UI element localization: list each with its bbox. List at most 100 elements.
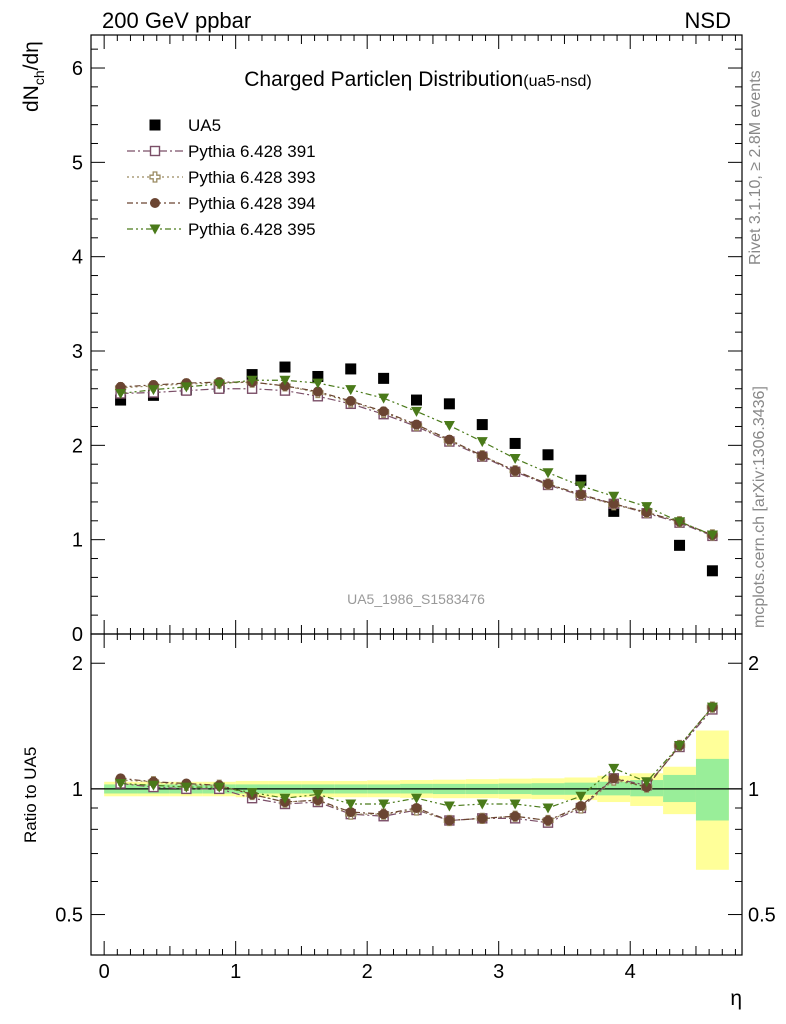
ratio-y-tick-label-right: 2 [748, 653, 759, 675]
top-data-point [476, 437, 488, 448]
top-data-point [345, 396, 356, 407]
ratio-data-point [411, 793, 422, 804]
bottom-ylabel: Ratio to UA5 [21, 747, 40, 843]
ratio-data-point [147, 780, 159, 791]
ratio-y-tick-label: 1 [72, 779, 83, 801]
ratio-data-point [706, 702, 718, 713]
top-data-point [674, 517, 686, 528]
ratio-data-point [378, 809, 389, 820]
top-series-5 [115, 375, 718, 541]
ratio-data-point [115, 779, 127, 790]
top-data-point [476, 419, 488, 431]
top-data-point [509, 454, 521, 465]
top-y-tick-label: 1 [72, 530, 83, 552]
top-data-point [543, 479, 554, 490]
top-data-point [509, 437, 521, 449]
ratio-data-point [510, 811, 521, 822]
legend-entry: Pythia 6.428 395 [127, 220, 316, 239]
top-y-tick-label: 6 [72, 58, 83, 80]
band-green-bin [695, 758, 729, 821]
ratio-y-tick-label: 0.5 [55, 905, 83, 927]
legend-label: Pythia 6.428 394 [188, 194, 316, 213]
ratio-data-point [444, 815, 455, 826]
ratio-data-point [443, 801, 455, 812]
top-data-point [443, 421, 455, 432]
chart-title: Charged Particleη Distribution(ua5-nsd) [244, 68, 591, 91]
top-data-point [345, 385, 357, 396]
chart-title-rest: Distribution [412, 68, 523, 91]
mcplots-label: mcplots.cern.ch [arXiv:1306.3436] [751, 386, 768, 628]
header-right-label: NSD [685, 8, 731, 33]
x-tick-label: 4 [625, 961, 636, 983]
legend-marker [149, 224, 161, 235]
top-data-point [443, 398, 455, 410]
rivet-label: Rivet 3.1.10, ≥ 2.8M events [747, 70, 764, 265]
top-data-point [378, 393, 390, 404]
ratio-data-point [477, 813, 488, 824]
ratio-data-point [345, 807, 356, 818]
legend: UA5 Pythia 6.428 391 Pythia 6.428 393 Pythi… [127, 116, 316, 239]
header-left-label: 200 GeV ppbar [102, 8, 251, 33]
ratio-data-point [312, 789, 324, 800]
top-data-point [115, 394, 127, 406]
legend-marker [149, 119, 161, 131]
top-data-point [378, 406, 389, 417]
top-data-point [641, 502, 653, 513]
x-axis-label: η [730, 987, 742, 1010]
top-data-point [641, 507, 652, 518]
top-data-point [575, 474, 587, 486]
legend-marker [149, 171, 161, 183]
legend-label: Pythia 6.428 391 [188, 142, 316, 161]
top-data-point [477, 450, 488, 461]
top-data-point [608, 498, 619, 509]
top-data-point [444, 434, 455, 445]
ratio-data-point [509, 799, 521, 810]
ratio-data-point [575, 791, 587, 802]
ratio-panel-frame [90, 633, 743, 956]
top-ylabel-sub: ch [31, 70, 47, 85]
ratio-series-3 [115, 702, 718, 826]
top-data-point [542, 468, 554, 479]
ratio-data-point [312, 795, 323, 806]
x-tick-label: 0 [99, 961, 110, 983]
top-data-point [706, 530, 718, 541]
chart-title-tag: (ua5-nsd) [523, 73, 591, 90]
top-data-point [411, 406, 422, 417]
ratio-data-point [608, 773, 619, 784]
top-data-point [312, 370, 324, 382]
top-y-tick-label: 2 [72, 435, 83, 457]
panel-frames [90, 34, 743, 956]
legend-marker [149, 145, 161, 157]
legend-label: UA5 [188, 116, 221, 135]
top-data-point [542, 449, 554, 461]
top-y-tick-label: 5 [72, 152, 83, 174]
ratio-data-point [180, 782, 192, 793]
chart-title-main: Charged Particle [244, 68, 400, 91]
top-data-point [147, 385, 159, 396]
top-data-point [279, 361, 291, 373]
legend-label: Pythia 6.428 393 [188, 168, 316, 187]
top-data-point [608, 491, 620, 502]
top-data-point [180, 382, 192, 393]
ratio-data-point [411, 802, 422, 813]
top-series-1 [115, 361, 718, 577]
top-data-point [411, 394, 422, 406]
x-tick-label: 1 [230, 961, 241, 983]
top-data-point [246, 375, 258, 386]
ratio-y-tick-label: 2 [72, 653, 83, 675]
legend-marker [150, 198, 160, 208]
top-data-point [279, 380, 290, 391]
top-data-point [411, 419, 422, 430]
top-data-point [213, 379, 225, 390]
top-data-point [312, 386, 323, 397]
top-data-point [575, 489, 586, 500]
top-ylabel: dNch/dη [20, 41, 47, 112]
top-y-tick-label: 0 [72, 624, 83, 646]
ratio-data-point [246, 788, 258, 799]
legend-entry: UA5 [149, 116, 221, 135]
ratio-panel-series [114, 701, 719, 828]
ratio-data-point [476, 799, 488, 810]
ratio-data-point [608, 763, 620, 774]
ratio-data-point [213, 782, 225, 793]
